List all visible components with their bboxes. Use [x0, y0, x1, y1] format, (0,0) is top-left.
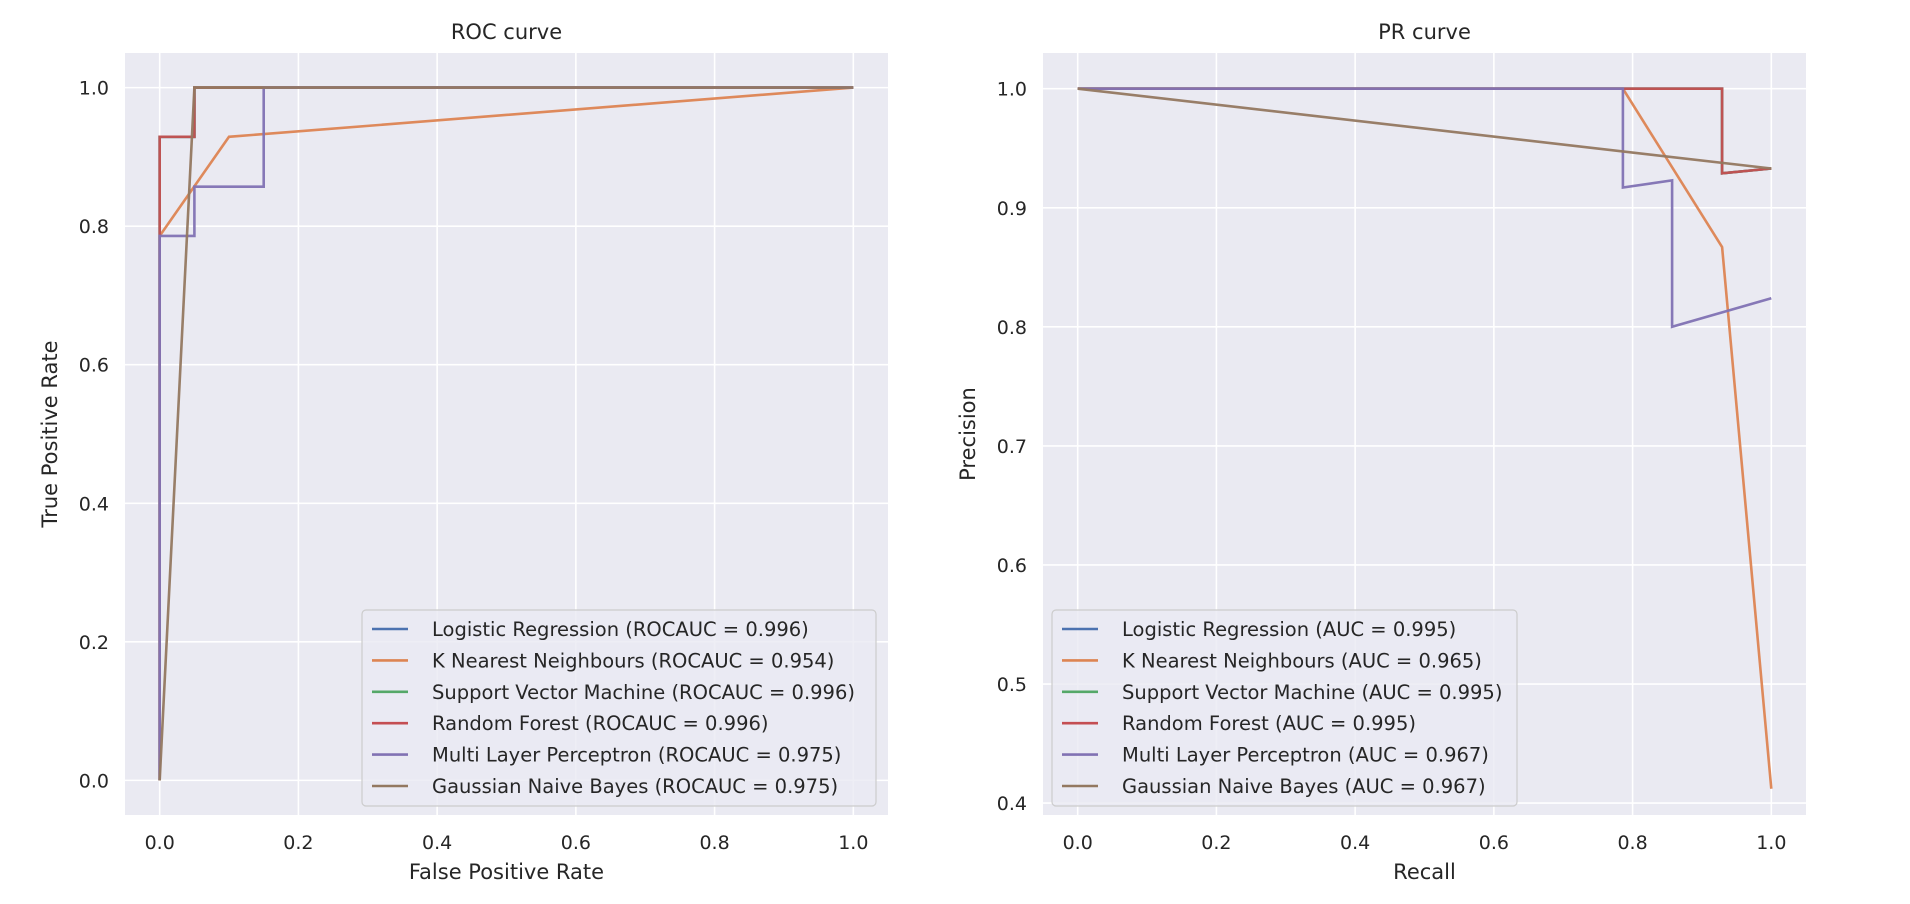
- roc-x-axis-label: False Positive Rate: [409, 860, 604, 884]
- pr-x-tick-label: 0.6: [1479, 832, 1509, 854]
- roc-title: ROC curve: [451, 20, 562, 44]
- pr-y-tick-label: 0.9: [997, 198, 1027, 220]
- pr-title: PR curve: [1378, 20, 1471, 44]
- pr-x-tick-label: 0.4: [1340, 832, 1370, 854]
- pr-legend-label: Multi Layer Perceptron (AUC = 0.967): [1122, 744, 1489, 767]
- pr-x-axis-label: Recall: [1393, 860, 1456, 884]
- pr-legend: Logistic Regression (AUC = 0.995) K Neare…: [1051, 609, 1518, 807]
- roc-y-tick-label: 0.2: [79, 632, 109, 654]
- roc-x-tick-label: 0.4: [422, 832, 452, 854]
- pr-x-tick-label: 0.8: [1617, 832, 1647, 854]
- roc-y-axis-label: True Positive Rate: [38, 340, 62, 528]
- pr-x-tick-label: 0.0: [1063, 832, 1093, 854]
- pr-x-tick-label: 0.2: [1201, 832, 1231, 854]
- pr-y-tick-label: 0.7: [997, 436, 1027, 458]
- roc-x-tick-label: 0.8: [699, 832, 729, 854]
- roc-x-tick-label: 0.2: [283, 832, 313, 854]
- roc-x-tick-label: 1.0: [838, 832, 868, 854]
- roc-legend: Logistic Regression (ROCAUC = 0.996) K Ne…: [361, 609, 877, 807]
- roc-y-tick-label: 1.0: [79, 78, 109, 100]
- roc-legend-label: Logistic Regression (ROCAUC = 0.996): [432, 618, 809, 641]
- pr-y-tick-label: 0.6: [997, 555, 1027, 577]
- pr-series-line-4: [1077, 87, 1772, 329]
- pr-legend-box: [1051, 609, 1518, 807]
- roc-y-tick-label: 0.0: [79, 770, 109, 792]
- roc-legend-label: Random Forest (ROCAUC = 0.996): [432, 712, 769, 735]
- roc-legend-box: [361, 609, 877, 807]
- roc-y-tick-label: 0.4: [79, 493, 109, 515]
- pr-chart: 0.0 0.2 0.4 0.6 0.8 1.0 0.4 0.5 0.6 0.7 0.8 0.9 1.0 P…: [956, 20, 1806, 884]
- pr-legend-label: K Nearest Neighbours (AUC = 0.965): [1122, 649, 1482, 672]
- pr-y-axis-label: Precision: [956, 387, 980, 481]
- pr-y-tick-label: 1.0: [997, 79, 1027, 101]
- pr-y-tick-label: 0.4: [997, 793, 1027, 815]
- roc-y-tick-label: 0.6: [79, 355, 109, 377]
- roc-legend-label: Multi Layer Perceptron (ROCAUC = 0.975): [432, 744, 841, 767]
- pr-legend-label: Gaussian Naive Bayes (AUC = 0.967): [1122, 775, 1486, 798]
- pr-y-tick-label: 0.8: [997, 317, 1027, 339]
- pr-y-tick-label: 0.5: [997, 674, 1027, 696]
- roc-y-tick-label: 0.8: [79, 216, 109, 238]
- roc-x-tick-label: 0.0: [145, 832, 175, 854]
- roc-x-tick-label: 0.6: [561, 832, 591, 854]
- pr-legend-label: Support Vector Machine (AUC = 0.995): [1122, 681, 1502, 704]
- pr-x-tick-label: 1.0: [1756, 832, 1786, 854]
- roc-legend-label: Gaussian Naive Bayes (ROCAUC = 0.975): [432, 775, 838, 798]
- roc-legend-label: K Nearest Neighbours (ROCAUC = 0.954): [432, 649, 834, 672]
- pr-legend-label: Random Forest (AUC = 0.995): [1122, 712, 1416, 735]
- pr-legend-label: Logistic Regression (AUC = 0.995): [1122, 618, 1456, 641]
- pr-series-line-5: [1077, 87, 1772, 170]
- roc-chart: 0.0 0.2 0.4 0.6 0.8 1.0 0.0 0.2 0.4 0.6 0.8 1.0 ROC …: [38, 20, 888, 884]
- roc-legend-label: Support Vector Machine (ROCAUC = 0.996): [432, 681, 855, 704]
- roc-series-line-5: [158, 86, 854, 781]
